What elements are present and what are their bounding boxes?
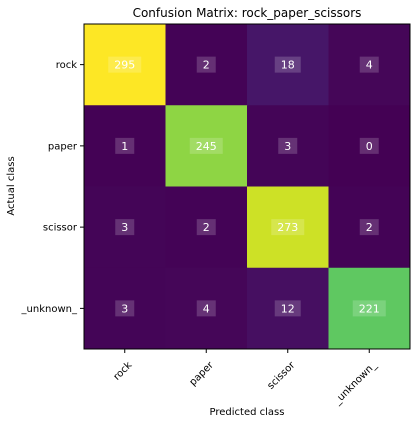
cell-value-label: 0 <box>366 140 373 153</box>
y-axis-label: Actual class <box>6 156 17 215</box>
heatmap-cell <box>165 105 248 187</box>
cell-value-label: 4 <box>366 59 373 72</box>
x-axis-ticks: rock paper scissor _unknown_ <box>112 349 380 408</box>
heatmap-cell <box>247 105 329 187</box>
cell-label-box <box>359 56 379 73</box>
heatmap-cell <box>165 24 248 106</box>
cell-label-box <box>115 219 135 236</box>
heatmap-cell <box>84 267 166 350</box>
cell-label-box <box>196 300 216 317</box>
cell-label-box <box>274 56 301 73</box>
x-tick-label: _unknown_ <box>331 359 379 407</box>
y-tick-label: scissor <box>43 223 78 234</box>
heatmap-cell <box>247 24 329 106</box>
y-axis-ticks: rock paper scissor _unknown_ <box>21 60 84 315</box>
x-tick-label: rock <box>112 360 135 383</box>
heatmap-cell <box>247 186 329 269</box>
y-tick-label: paper <box>48 141 78 152</box>
heatmap-cell <box>247 267 329 350</box>
cell-value-label: 4 <box>203 302 210 315</box>
cell-value-label: 2 <box>203 221 210 234</box>
heatmap-cell <box>84 105 166 187</box>
cell-label-box <box>196 219 216 236</box>
cell-value-label: 18 <box>281 59 295 72</box>
cell-label-box <box>115 137 135 154</box>
heatmap-cell <box>84 24 166 106</box>
cell-label-box <box>278 137 298 154</box>
cell-value-label: 295 <box>114 59 135 72</box>
cell-value-label: 2 <box>366 221 373 234</box>
cell-value-label: 1 <box>121 140 128 153</box>
x-tick-label: paper <box>188 359 217 388</box>
heatmap-cell <box>165 186 248 269</box>
cell-value-label: 221 <box>359 302 380 315</box>
cell-value-label: 273 <box>277 221 298 234</box>
heatmap-cell <box>165 267 248 350</box>
cell-value-label: 3 <box>284 140 291 153</box>
cell-value-label: 245 <box>196 140 217 153</box>
cell-label-box <box>359 219 379 236</box>
cell-label-box <box>274 300 301 317</box>
x-axis-label: Predicted class <box>210 407 285 418</box>
cell-label-box <box>108 56 142 73</box>
chart-title: Confusion Matrix: rock_paper_scissors <box>133 6 362 20</box>
cell-label-box <box>115 300 135 317</box>
cell-label-box <box>189 137 223 154</box>
cell-value-label: 12 <box>281 302 295 315</box>
heatmap-cell <box>84 186 166 269</box>
y-tick-label: rock <box>56 60 78 71</box>
plot-frame <box>83 23 411 350</box>
heatmap-cell <box>328 24 411 106</box>
y-tick-label: _unknown_ <box>21 304 78 315</box>
cell-value-label: 3 <box>121 302 128 315</box>
cell-value-label: 3 <box>121 221 128 234</box>
heatmap-cell <box>328 105 411 187</box>
heatmap-cell <box>328 186 411 269</box>
cell-label-box <box>359 137 379 154</box>
x-tick-label: scissor <box>265 359 298 392</box>
heatmap-cell <box>328 267 411 350</box>
heatmap-cells: 295 2 18 4 1 245 3 0 3 2 273 2 3 4 12 221 <box>84 24 411 350</box>
cell-value-label: 2 <box>203 59 210 72</box>
cell-label-box <box>196 56 216 73</box>
cell-label-box <box>352 300 386 317</box>
cell-label-box <box>271 219 305 236</box>
